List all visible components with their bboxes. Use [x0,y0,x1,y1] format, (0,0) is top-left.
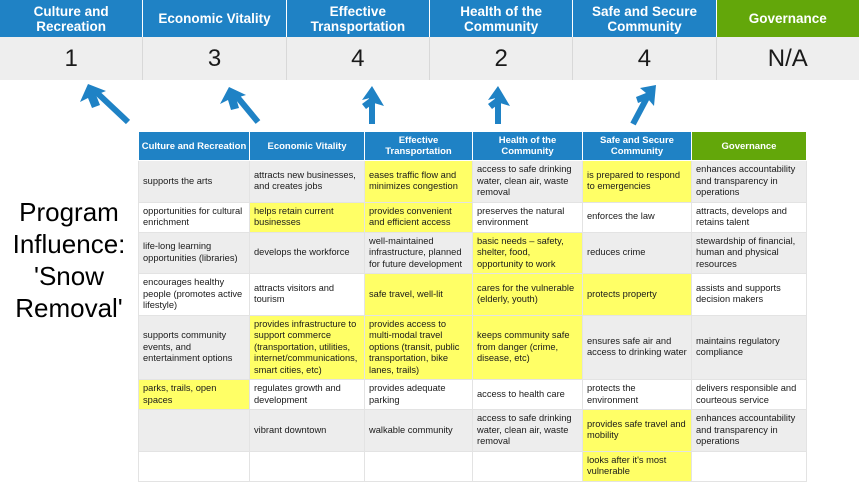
matrix-cell: basic needs – safety, shelter, food, opp… [472,231,583,274]
matrix-cell: attracts, develops and retains talent [691,201,807,233]
scorecard-value-cell: 3 [143,37,287,80]
matrix-cell: maintains regulatory compliance [691,314,807,380]
table-row: opportunities for cultural enrichment hel… [138,201,807,233]
scorecard-value-row: 1 3 4 2 4 N/A [0,37,859,80]
matrix-cell: eases traffic flow and minimizes congest… [364,160,473,203]
matrix-cell: encourages healthy people (promotes acti… [138,273,250,316]
matrix-cell: opportunities for cultural enrichment [138,201,250,233]
matrix-cell: assists and supports decision makers [691,273,807,316]
caption-line-4: Removal' [15,293,123,323]
matrix-cell: looks after it's most vulnerable [582,450,692,482]
matrix-cell: provides adequate parking [364,379,473,410]
matrix-header-row: Culture and Recreation Economic Vitality E… [138,131,807,161]
table-row: parks, trails, open spaces regulates grow… [138,379,807,410]
arrow-group [80,84,656,126]
scorecard-value-cell: N/A [716,37,859,80]
caption-line-2: Influence: [12,229,126,259]
caption-line-1: Program [19,197,119,227]
matrix-cell: cares for the vulnerable (elderly, youth… [472,273,583,316]
matrix-cell: attracts new businesses, and creates job… [249,160,365,203]
scorecard-value-cell: 2 [429,37,574,80]
table-row: supports the arts attracts new businesses… [138,160,807,203]
matrix-column-header: Health of the Community [472,131,583,161]
table-row: supports community events, and entertain… [138,314,807,380]
matrix-cell: ensures safe air and access to drinking … [582,314,692,380]
matrix-cell: enhances accountability and transparency… [691,160,807,203]
matrix-cell: regulates growth and development [249,379,365,410]
table-row: looks after it's most vulnerable [138,450,807,482]
matrix-cell: attracts visitors and tourism [249,273,365,316]
matrix-cell [364,450,473,482]
matrix-cell [691,450,807,482]
matrix-cell: enhances accountability and transparency… [691,409,807,452]
matrix-column-header: Governance [691,131,807,161]
scorecard-header-cell: Health of the Community [429,0,574,37]
matrix-cell: parks, trails, open spaces [138,379,250,410]
scorecard-value-cell: 4 [286,37,430,80]
matrix-cell [138,450,250,482]
arrowhead-icon [220,87,246,110]
scorecard-banner: Culture and Recreation Economic Vitality E… [0,0,859,80]
scorecard-value-cell: 4 [573,37,717,80]
matrix-cell: well-maintained infrastructure, planned … [364,231,473,274]
matrix-cell [472,450,583,482]
matrix-cell: provides safe travel and mobility [582,409,692,452]
matrix-column-header: Safe and Secure Community [582,131,692,161]
scorecard-header-row: Culture and Recreation Economic Vitality E… [0,0,859,37]
matrix-cell: life-long learning opportunities (librar… [138,231,250,274]
table-row: encourages healthy people (promotes acti… [138,273,807,316]
matrix-cell: access to health care [472,379,583,410]
matrix-column-header: Economic Vitality [249,131,365,161]
matrix-cell: enforces the law [582,201,692,233]
scorecard-value-cell: 1 [0,37,144,80]
arrowhead-icon [362,86,384,109]
scorecard-header-cell: Culture and Recreation [0,0,144,37]
matrix-cell: provides convenient and efficient access [364,201,473,233]
matrix-body: supports the arts attracts new businesses… [138,160,807,482]
scorecard-header-cell: Safe and Secure Community [573,0,717,37]
arrow-up-icon [91,87,131,125]
scorecard-header-cell: Effective Transportation [286,0,430,37]
matrix-cell: supports community events, and entertain… [138,314,250,380]
matrix-cell [138,409,250,452]
arrow-up-icon [231,91,261,124]
matrix-cell: walkable community [364,409,473,452]
matrix-cell: stewardship of financial, human and phys… [691,231,807,274]
matrix-cell: supports the arts [138,160,250,203]
program-influence-caption: Program Influence: 'Snow Removal' [2,196,136,324]
matrix-column-header: Effective Transportation [364,131,473,161]
program-influence-matrix: Culture and Recreation Economic Vitality E… [138,131,807,482]
matrix-cell: protects property [582,273,692,316]
arrow-up-icon [630,90,653,126]
matrix-cell: preserves the natural environment [472,201,583,233]
matrix-cell: helps retain current businesses [249,201,365,233]
matrix-cell: safe travel, well-lit [364,273,473,316]
matrix-cell [249,450,365,482]
arrowhead-icon [80,84,106,108]
matrix-cell: reduces crime [582,231,692,274]
matrix-cell: access to safe drinking water, clean air… [472,160,583,203]
matrix-header: Culture and Recreation Economic Vitality E… [138,131,807,161]
table-row: vibrant downtown walkable community access… [138,409,807,452]
matrix-column-header: Culture and Recreation [138,131,250,161]
scorecard-header-cell: Governance [716,0,859,37]
matrix-cell: vibrant downtown [249,409,365,452]
matrix-cell: access to safe drinking water, clean air… [472,409,583,452]
matrix-cell: provides access to multi-modal travel op… [364,314,473,380]
matrix-cell: delivers responsible and courteous servi… [691,379,807,410]
matrix-cell: provides infrastructure to support comme… [249,314,365,380]
arrowhead-icon [488,86,510,109]
matrix-cell: is prepared to respond to emergencies [582,160,692,203]
caption-line-3: 'Snow [33,261,104,291]
scorecard-header-cell: Economic Vitality [143,0,287,37]
arrowhead-icon [636,85,656,106]
matrix-cell: keeps community safe from danger (crime,… [472,314,583,380]
matrix-cell: protects the environment [582,379,692,410]
table-row: life-long learning opportunities (librar… [138,231,807,274]
matrix-cell: develops the workforce [249,231,365,274]
